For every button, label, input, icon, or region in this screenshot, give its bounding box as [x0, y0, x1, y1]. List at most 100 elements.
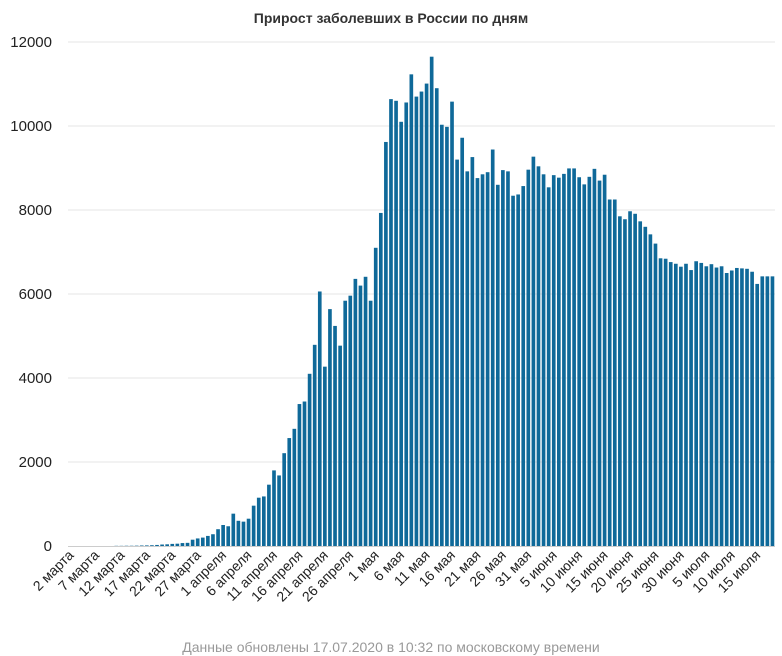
bar [587, 176, 592, 546]
bar [760, 276, 765, 546]
bar [709, 264, 714, 546]
bar [455, 159, 459, 546]
bar [607, 199, 612, 546]
bar [236, 520, 241, 546]
bar [317, 291, 322, 546]
bar [531, 156, 536, 546]
bar [389, 99, 393, 547]
y-tick-label: 0 [44, 538, 52, 555]
bar [628, 211, 632, 546]
bar [618, 216, 622, 547]
bar [348, 295, 353, 546]
bar [175, 543, 180, 546]
bar [363, 276, 368, 546]
bar [704, 266, 709, 546]
bar [592, 168, 597, 546]
bar [602, 174, 607, 546]
bar [378, 212, 383, 546]
bar [440, 124, 444, 547]
bar [221, 525, 225, 546]
bar [470, 157, 475, 546]
bar [724, 273, 729, 546]
bar [653, 243, 658, 546]
bar [668, 262, 673, 546]
bar [714, 267, 719, 546]
bar [689, 270, 693, 546]
bar [719, 266, 724, 546]
bar [307, 373, 312, 546]
bar [729, 270, 734, 546]
bar [155, 544, 159, 546]
bar [623, 219, 627, 547]
bar [180, 543, 185, 546]
bar [633, 213, 637, 546]
bar [358, 285, 363, 546]
bar [394, 100, 398, 547]
bar [419, 91, 424, 546]
bar [765, 276, 770, 546]
bar [562, 173, 566, 546]
bar [658, 258, 663, 546]
bar [424, 83, 429, 546]
bar [770, 276, 775, 546]
bar [160, 544, 164, 546]
y-tick-label: 6000 [19, 286, 52, 303]
bar [567, 168, 571, 547]
bar [663, 258, 668, 546]
bar [516, 194, 520, 546]
y-tick-label: 4000 [19, 370, 52, 387]
bar [282, 453, 286, 546]
bar [241, 521, 246, 546]
y-tick-label: 10000 [10, 118, 52, 135]
bar [679, 266, 683, 546]
bar [521, 186, 526, 546]
bar [755, 283, 760, 546]
bar [206, 535, 210, 546]
bar [572, 168, 576, 547]
bar [694, 261, 698, 546]
bar [597, 180, 602, 546]
bar [577, 177, 582, 547]
bar [145, 545, 149, 546]
bar [190, 539, 195, 546]
bar [368, 300, 373, 546]
bars [114, 56, 775, 547]
bar [185, 542, 190, 546]
bar [673, 263, 678, 546]
bar [638, 221, 643, 546]
bar [551, 175, 556, 546]
bar [302, 401, 307, 546]
bar [501, 170, 505, 546]
bar [272, 470, 276, 546]
bar [475, 178, 480, 546]
bar [465, 171, 470, 547]
bar [740, 268, 744, 546]
bar [200, 537, 205, 546]
bar [643, 226, 648, 547]
bar [404, 102, 409, 546]
bar [490, 149, 495, 546]
bar [745, 268, 749, 546]
bar [434, 88, 439, 546]
bar [485, 172, 490, 546]
bar [541, 174, 546, 547]
bar [333, 325, 337, 546]
bar [343, 300, 348, 546]
bar [312, 344, 317, 546]
bar [353, 278, 358, 546]
bar [292, 428, 297, 546]
y-tick-label: 12000 [10, 34, 52, 51]
bar [297, 404, 302, 546]
bar [226, 526, 231, 546]
bar [429, 56, 434, 546]
bar [165, 544, 170, 546]
bar [256, 497, 261, 546]
bar [170, 543, 175, 546]
bar [648, 234, 653, 547]
bar [699, 262, 704, 546]
bar [536, 166, 541, 546]
bar [216, 529, 220, 546]
bar [287, 438, 292, 546]
